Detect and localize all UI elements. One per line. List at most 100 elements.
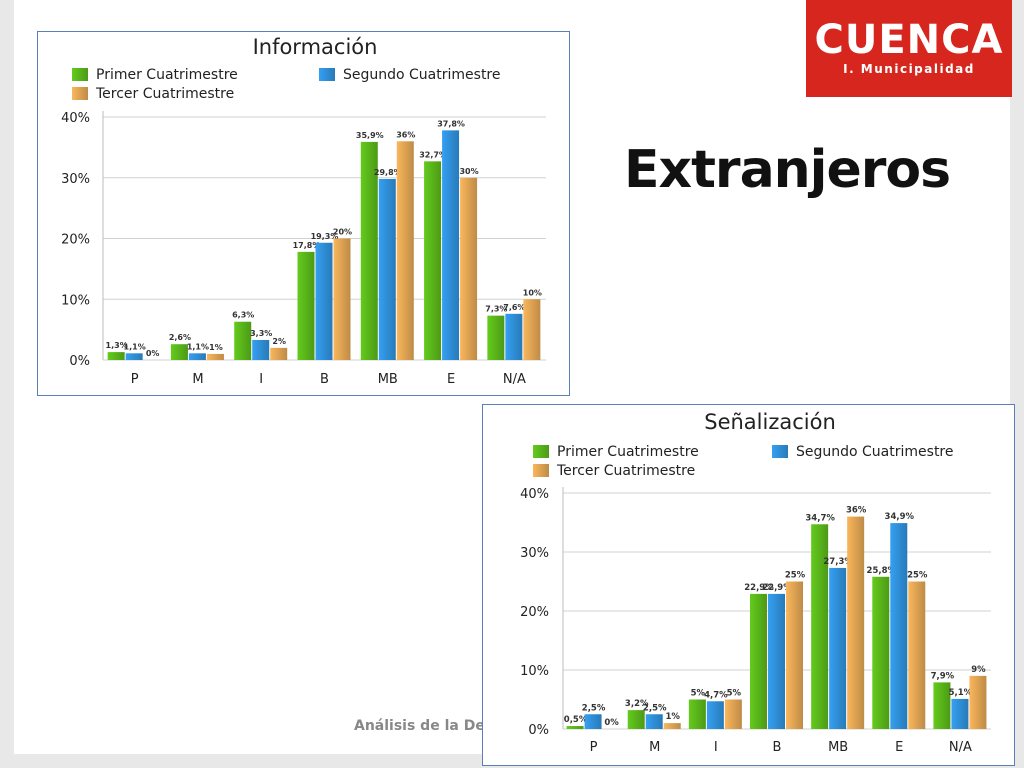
legend-swatch — [72, 68, 88, 81]
legend-label: Segundo Cuatrimestre — [343, 67, 501, 83]
category-label: M — [649, 740, 660, 755]
category-label: M — [192, 372, 203, 387]
data-label: 25% — [785, 571, 806, 581]
bar — [442, 130, 460, 360]
data-label: 7,3% — [485, 305, 507, 314]
data-label: 3,2% — [625, 699, 649, 709]
category-label: I — [259, 372, 263, 387]
data-label: 1% — [665, 712, 680, 722]
category-label: MB — [828, 740, 848, 755]
data-label: 7,6% — [503, 303, 525, 312]
category-label: B — [320, 372, 329, 387]
data-label: 34,9% — [885, 512, 915, 522]
data-label: 37,8% — [437, 119, 465, 128]
bar — [768, 593, 785, 729]
data-label: 19,3% — [311, 232, 339, 241]
data-label: 5% — [727, 689, 742, 699]
chart-informacion-svg: Información Primer Cuatrimestre Segundo Cu… — [61, 35, 546, 387]
bar — [847, 516, 865, 729]
data-label: 1,1% — [124, 342, 146, 351]
data-label: 9% — [971, 665, 986, 675]
y-tick-label: 40% — [520, 487, 549, 502]
data-label: 1,1% — [187, 342, 209, 351]
legend-label: Primer Cuatrimestre — [557, 444, 699, 460]
legend-swatch — [319, 68, 335, 81]
bar — [460, 177, 478, 360]
data-label: 10% — [523, 288, 542, 297]
bar — [811, 524, 829, 729]
category-label: P — [131, 372, 139, 387]
bar — [688, 699, 706, 729]
bar — [969, 675, 987, 729]
bar — [487, 315, 505, 360]
legend-swatch — [772, 445, 788, 458]
y-tick-label: 10% — [61, 293, 90, 308]
data-label: 0,5% — [564, 715, 588, 725]
bar — [188, 353, 206, 360]
y-tick-label: 10% — [520, 664, 549, 679]
data-label: 20% — [333, 228, 352, 237]
bar — [645, 714, 663, 729]
data-label: 2,5% — [643, 703, 667, 713]
bar — [890, 523, 908, 729]
bar — [505, 313, 523, 360]
data-label: 1% — [209, 343, 223, 352]
data-label: 0% — [146, 349, 160, 358]
bar — [829, 567, 847, 729]
bar — [333, 238, 351, 360]
data-label: 6,3% — [232, 311, 254, 320]
y-tick-label: 30% — [520, 546, 549, 561]
bar — [315, 242, 333, 360]
data-label: 2% — [272, 337, 286, 346]
legend-swatch — [533, 445, 549, 458]
bar — [170, 344, 188, 360]
chart-senalizacion: Señalización Primer Cuatrimestre Segundo C… — [482, 404, 1015, 766]
legend-label: Segundo Cuatrimestre — [796, 444, 954, 460]
bar — [107, 352, 125, 360]
data-label: 25% — [907, 571, 928, 581]
logo-wordmark: CUENCA — [814, 17, 1004, 63]
data-label: 29,8% — [374, 168, 402, 177]
data-label: 5,1% — [949, 688, 973, 698]
data-label: 0% — [604, 718, 619, 728]
bar — [125, 353, 143, 360]
bar — [378, 178, 396, 360]
data-label: 22,9% — [762, 583, 792, 593]
logo-subtitle: I. Municipalidad — [843, 62, 975, 76]
bar — [234, 321, 252, 360]
bar — [206, 353, 224, 360]
data-label: 2,5% — [582, 703, 606, 713]
slide-footer: Análisis de la Dema — [354, 718, 509, 734]
data-label: 2,6% — [169, 333, 191, 342]
data-label: 32,7% — [419, 150, 447, 159]
bar — [951, 698, 969, 729]
bar — [584, 714, 602, 729]
bar — [566, 726, 584, 729]
y-tick-label: 20% — [61, 233, 90, 248]
bar — [424, 161, 442, 360]
y-tick-label: 40% — [61, 111, 90, 126]
y-tick-label: 30% — [61, 172, 90, 187]
category-label: I — [714, 740, 718, 755]
bar — [252, 339, 270, 360]
data-label: 4,7% — [704, 690, 728, 700]
chart-informacion: Información Primer Cuatrimestre Segundo Cu… — [37, 31, 570, 396]
chart-title: Señalización — [704, 410, 836, 434]
bar — [908, 581, 926, 729]
bar — [270, 347, 288, 360]
bar — [627, 710, 645, 729]
y-tick-label: 20% — [520, 605, 549, 620]
left-margin-band — [0, 0, 14, 768]
bar — [360, 141, 378, 360]
y-tick-label: 0% — [528, 723, 549, 738]
category-label: B — [773, 740, 782, 755]
bar — [786, 581, 803, 729]
legend-label: Primer Cuatrimestre — [96, 67, 238, 83]
category-label: P — [590, 740, 598, 755]
data-label: 36% — [396, 130, 415, 139]
data-label: 25,8% — [867, 566, 897, 576]
chart-title: Información — [253, 35, 378, 59]
cuenca-logo: CUENCA I. Municipalidad — [806, 0, 1012, 97]
y-tick-label: 0% — [69, 354, 90, 369]
